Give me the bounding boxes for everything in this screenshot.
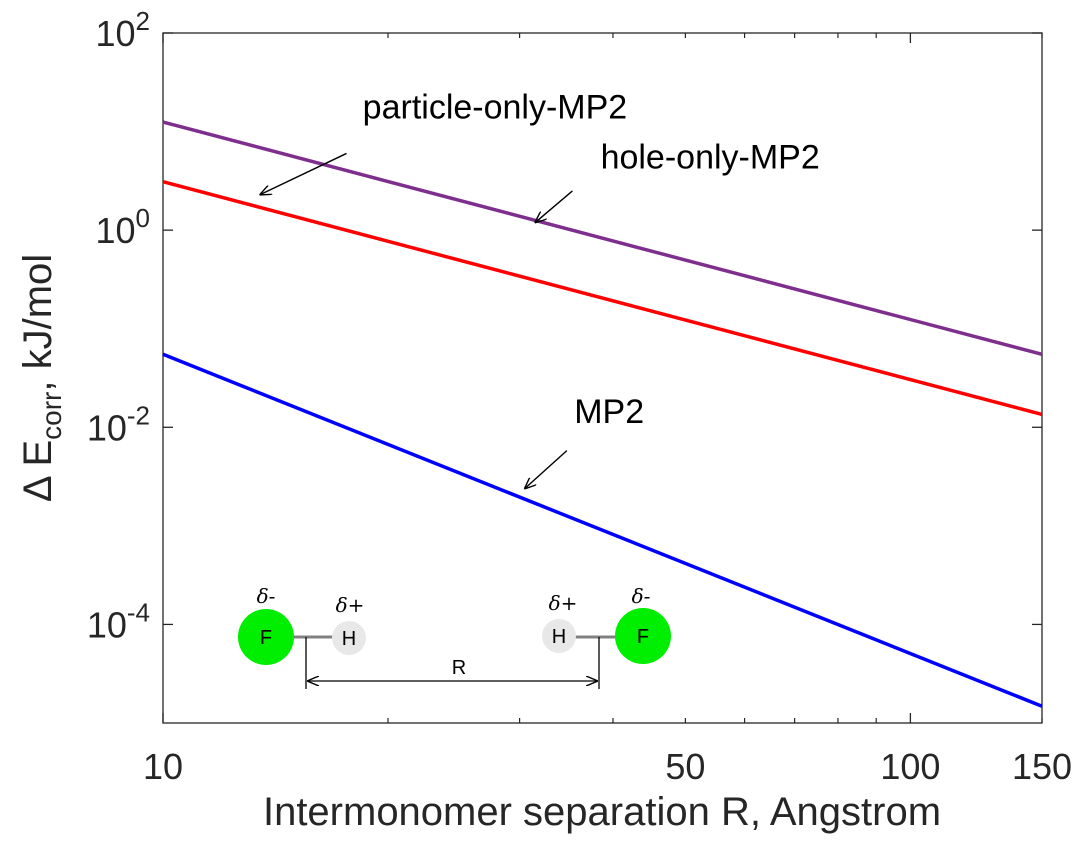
left-h-label: H	[342, 628, 356, 650]
x-tick-label: 150	[1012, 746, 1072, 787]
y-tick-exponent: 0	[136, 203, 150, 233]
y-tick-base: 10	[87, 604, 127, 645]
annotations: particle-only-MP2 hole-only-MP2 MP2	[260, 89, 820, 489]
y-tick-label: 10-4	[87, 597, 150, 645]
y-tick-exponent: 2	[136, 6, 150, 36]
y-axis-title-suffix: , kJ/mol	[16, 254, 60, 392]
x-axis-title: Intermonomer separation R, Angstrom	[263, 790, 941, 834]
series-line-particle-only-mp2	[162, 120, 1043, 357]
x-tick-label: 100	[880, 746, 940, 787]
left-f-charge: δ-	[257, 584, 276, 608]
series-line-mp2	[162, 352, 1043, 708]
x-axis-tick-labels: 10 50 100 150	[143, 746, 1072, 787]
right-h-atom	[542, 619, 576, 653]
y-tick-label: 10-2	[87, 400, 150, 448]
annotation-arrow	[260, 152, 347, 194]
y-tick-base: 10	[95, 210, 135, 251]
y-tick-exponent: -2	[127, 400, 150, 430]
annotation-mp2: MP2	[574, 393, 644, 431]
y-axis-title: Δ Ecorr, kJ/mol	[16, 254, 67, 502]
right-f-label: F	[637, 626, 649, 648]
plot-area	[162, 32, 1043, 724]
distance-label: R	[452, 657, 466, 679]
y-axis-ticks	[163, 32, 1042, 626]
molecule-inset: F H H F δ- δ+ δ+ δ- R	[238, 584, 671, 689]
y-tick-label: 100	[95, 203, 150, 251]
annotation-particle-only-mp2: particle-only-MP2	[363, 89, 628, 127]
annotation-arrow	[525, 450, 568, 489]
annotation-hole-only-mp2: hole-only-MP2	[601, 139, 820, 177]
right-f-charge: δ-	[632, 584, 651, 608]
x-tick-label: 10	[143, 746, 183, 787]
x-tick-label: 50	[665, 746, 705, 787]
x-axis-ticks	[162, 33, 1043, 723]
y-tick-base: 10	[95, 13, 135, 54]
y-axis-title-subscript: corr	[36, 392, 67, 440]
right-h-label: H	[552, 626, 566, 648]
y-axis-title-prefix: Δ E	[16, 440, 60, 502]
right-f-atom	[615, 608, 671, 664]
annotation-arrow	[535, 190, 573, 222]
series-line-hole-only-mp2	[162, 180, 1043, 417]
right-h-charge: δ+	[549, 591, 578, 615]
left-h-atom	[332, 621, 366, 655]
left-f-label: F	[260, 627, 272, 649]
left-h-charge: δ+	[336, 593, 365, 617]
y-tick-base: 10	[87, 407, 127, 448]
y-tick-label: 102	[95, 6, 150, 54]
y-tick-exponent: -4	[127, 597, 150, 627]
y-axis-title-group: Δ Ecorr, kJ/mol	[16, 254, 67, 502]
left-f-atom	[238, 609, 294, 665]
series-lines	[162, 120, 1043, 708]
